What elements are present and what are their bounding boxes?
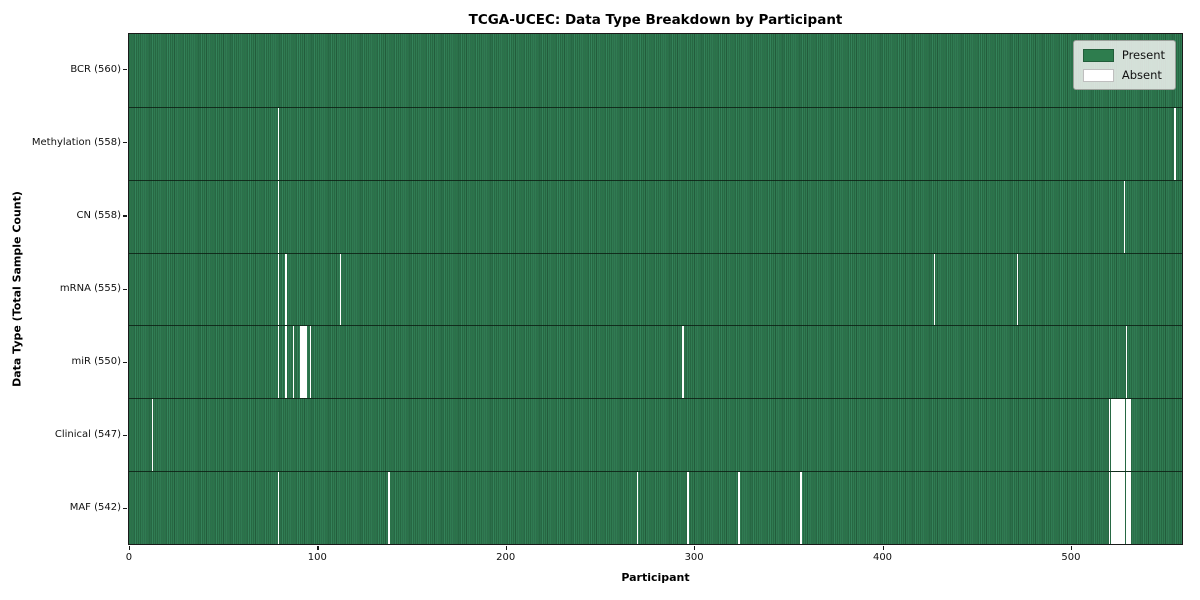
absent-cell	[800, 472, 802, 544]
y-tick-mark	[123, 69, 127, 71]
x-tick-mark	[1070, 546, 1073, 550]
x-tick-mark	[317, 546, 319, 550]
absent-cell	[1121, 472, 1124, 544]
x-tick-mark	[694, 546, 696, 550]
absent-cell	[1123, 472, 1126, 544]
absent-cell	[738, 472, 740, 544]
absent-cell	[1119, 399, 1122, 472]
chart-title: TCGA-UCEC: Data Type Breakdown by Partic…	[468, 12, 843, 28]
absent-cell	[1129, 472, 1132, 544]
y-tick-label-mrna: mRNA (555)	[59, 283, 121, 294]
absent-cell	[300, 326, 302, 399]
legend-label: Present	[1121, 48, 1165, 62]
absent-cell	[1119, 472, 1122, 544]
plot-area: Present Absent	[128, 33, 1183, 545]
absent-cell	[1112, 472, 1115, 544]
absent-cell	[1125, 399, 1128, 472]
heatmap-row-cn	[129, 179, 1182, 253]
legend-label: Absent	[1121, 68, 1162, 82]
absent-cell	[1121, 399, 1124, 472]
absent-cell	[303, 326, 306, 399]
y-tick-mark	[123, 288, 127, 290]
x-tick-mark	[505, 546, 507, 550]
absent-cell	[388, 472, 391, 544]
absent-cell	[1114, 399, 1116, 472]
y-tick-label-bcr: BCR (560)	[70, 63, 121, 75]
absent-cell	[1116, 399, 1118, 472]
absent-cell	[1125, 472, 1128, 544]
absent-cell	[1114, 472, 1116, 544]
x-tick-label-100: 100	[307, 552, 327, 563]
absent-cell	[1125, 326, 1128, 399]
absent-cell	[309, 326, 312, 399]
absent-cell	[301, 326, 304, 399]
x-tick-label-300: 300	[684, 552, 704, 563]
absent-cell	[1110, 399, 1113, 472]
absent-cell	[1123, 399, 1126, 472]
x-tick-mark	[128, 546, 131, 550]
absent-cell	[1118, 472, 1120, 544]
y-tick-label-methylation: Methylation (558)	[31, 136, 121, 148]
y-tick-label-clinical: Clinical (547)	[54, 429, 121, 441]
legend-item-absent: Absent	[1082, 68, 1165, 82]
x-axis-title: Participant	[621, 571, 690, 584]
legend-item-present: Present	[1082, 48, 1165, 62]
heatmap-row-mrna	[129, 252, 1182, 326]
x-tick-label-500: 500	[1061, 552, 1081, 563]
x-tick-mark	[882, 546, 884, 550]
absent-cell	[1110, 472, 1113, 544]
absent-cell	[285, 253, 287, 326]
legend: Present Absent	[1072, 40, 1176, 90]
absent-cell	[1108, 472, 1111, 544]
y-tick-mark	[123, 142, 127, 144]
y-tick-mark	[123, 434, 127, 436]
absent-cell	[1127, 472, 1130, 544]
absent-cell	[1174, 107, 1177, 180]
absent-cell	[277, 107, 280, 180]
absent-cell	[681, 326, 684, 399]
x-tick-label-0: 0	[125, 552, 133, 563]
absent-cell	[277, 180, 280, 253]
y-tick-mark	[123, 215, 127, 217]
absent-cell	[305, 326, 308, 399]
absent-cell	[1116, 472, 1118, 544]
x-tick-label-400: 400	[872, 552, 893, 563]
absent-cell	[285, 326, 287, 399]
heatmap-row-clinical	[129, 398, 1182, 472]
heatmap-row-bcr	[129, 34, 1182, 107]
absent-cell	[277, 326, 280, 399]
heatmap-row-methylation	[129, 106, 1182, 180]
legend-swatch-present	[1082, 48, 1114, 62]
absent-cell	[1016, 253, 1019, 326]
absent-cell	[1112, 399, 1115, 472]
absent-cell	[277, 253, 280, 326]
absent-cell	[1123, 180, 1126, 253]
heatmap-row-maf	[129, 471, 1182, 544]
absent-cell	[687, 472, 690, 544]
y-tick-label-maf: MAF (542)	[69, 502, 121, 514]
y-tick-mark	[123, 361, 127, 363]
absent-cell	[1108, 399, 1111, 472]
absent-cell	[933, 253, 936, 326]
absent-cell	[1118, 399, 1120, 472]
y-tick-label-cn: CN (558)	[76, 209, 121, 221]
legend-swatch-absent	[1082, 68, 1114, 82]
x-tick-label-200: 200	[496, 552, 516, 563]
absent-cell	[636, 472, 639, 544]
y-tick-mark	[123, 507, 127, 510]
y-tick-label-mir: miR (550)	[71, 356, 121, 368]
absent-cell	[339, 253, 342, 326]
absent-cell	[1129, 399, 1132, 472]
absent-cell	[1127, 399, 1130, 472]
absent-cell	[292, 326, 295, 399]
absent-cell	[277, 472, 280, 544]
absent-cell	[151, 399, 154, 472]
heatmap-row-mir	[129, 325, 1182, 399]
